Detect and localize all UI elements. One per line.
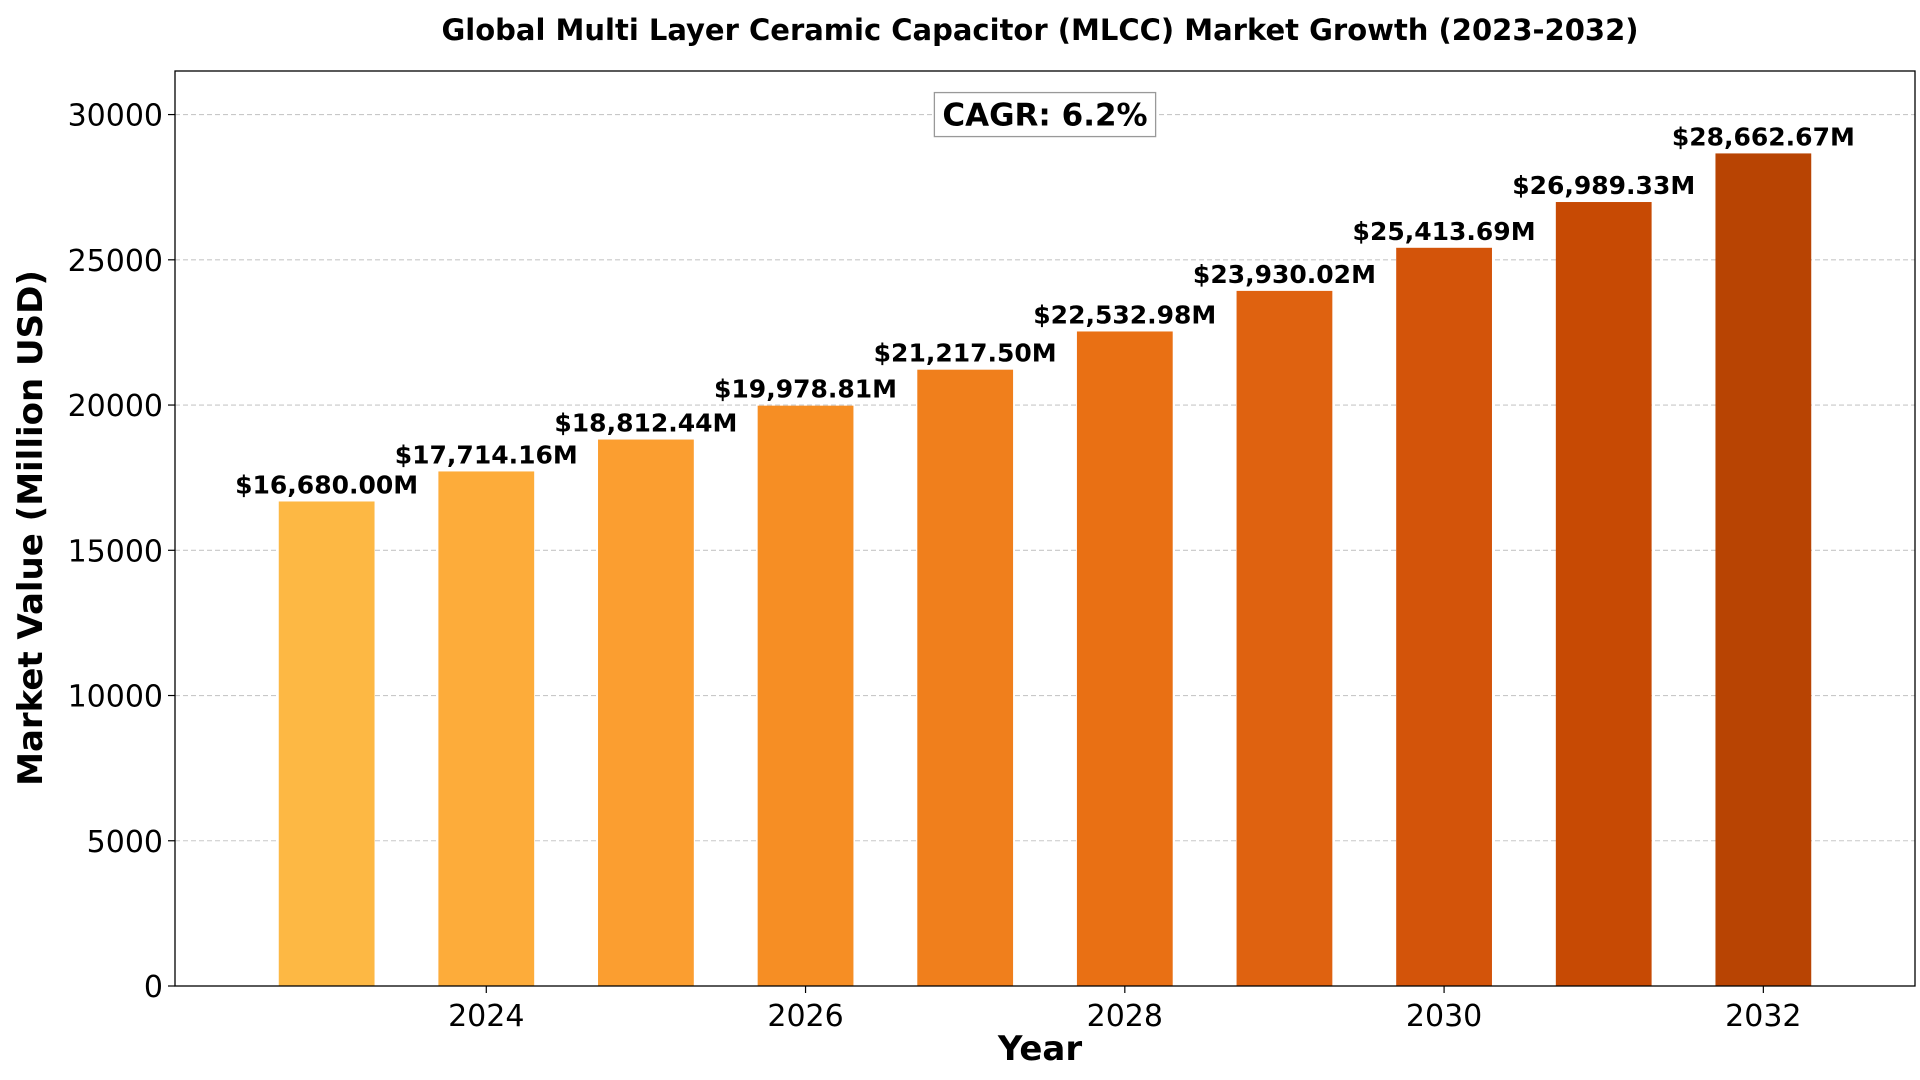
chart-title: Global Multi Layer Ceramic Capacitor (ML… [441,13,1638,47]
y-axis-label: Market Value (Million USD) [11,270,51,786]
bar-label-2025: $18,812.44M [554,409,737,438]
bar-label-2029: $23,930.02M [1193,260,1376,289]
x-tick-label: 2026 [767,999,843,1034]
y-tick-label: 20000 [68,389,163,424]
bar-2027 [917,369,1014,986]
cagr-annotation: CAGR: 6.2% [933,91,1157,138]
bar-label-2028: $22,532.98M [1033,300,1216,329]
bar-2032 [1715,153,1812,987]
bar-2030 [1396,247,1492,986]
y-axis-ticks: 0 5000 10000 15000 20000 25000 30000 [68,99,175,1005]
bar-label-2027: $21,217.50M [874,339,1057,368]
bar-label-2026: $19,978.81M [714,375,897,404]
bar-label-2032: $28,662.67M [1672,122,1855,151]
x-axis-ticks: 2024 2026 2028 2030 2032 [448,986,1802,1034]
bar-label-2031: $26,989.33M [1512,171,1695,200]
bar-2025 [598,439,694,986]
y-tick-label: 15000 [68,534,163,569]
y-tick-label: 25000 [68,244,163,279]
x-tick-label: 2032 [1725,999,1801,1034]
bar-label-2024: $17,714.16M [395,440,578,469]
y-tick-label: 5000 [87,825,163,860]
bar-value-labels: $16,680.00M$17,714.16M$18,812.44M $19,978… [235,122,1855,499]
cagr-annotation-box [933,91,1157,138]
x-tick-label: 2030 [1406,999,1482,1034]
bar-2023 [278,501,375,986]
bar-2028 [1076,331,1173,986]
bar-label-2023: $16,680.00M [235,470,418,499]
y-tick-label: 10000 [68,680,163,715]
x-tick-label: 2028 [1087,999,1163,1034]
bar-2031 [1555,202,1652,986]
x-axis-label: Year [997,1029,1083,1069]
cagr-annotation-text: CAGR: 6.2% [942,98,1147,134]
bar-2024 [438,471,535,987]
bar-2029 [1236,290,1333,986]
x-tick-label: 2024 [448,999,524,1034]
y-tick-label: 30000 [68,99,163,134]
bar-2026 [757,405,854,986]
bars [278,153,1812,987]
y-tick-label: 0 [144,970,163,1005]
plot-area-frame [174,70,1916,987]
bar-label-2030: $25,413.69M [1353,217,1536,246]
